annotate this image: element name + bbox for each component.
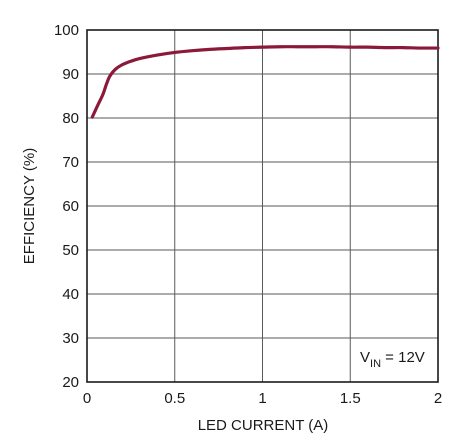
vin-annotation-rest: = 12V (381, 349, 425, 366)
y-tick-label: 70 (62, 154, 79, 171)
x-axis-title: LED CURRENT (A) (198, 417, 329, 434)
efficiency-series-line (90, 45, 440, 119)
x-tick-label: 0.5 (164, 390, 185, 407)
y-tick-label: 100 (54, 22, 79, 39)
x-tick-label: 1.5 (340, 390, 361, 407)
vin-annotation: VIN = 12V (360, 349, 425, 370)
vin-annotation-sub: IN (370, 358, 381, 370)
x-tick-label: 0 (83, 390, 91, 407)
y-tick-label: 80 (62, 110, 79, 127)
x-tick-labels: 0 0.5 1 1.5 2 (83, 390, 442, 407)
x-tick-label: 2 (434, 390, 442, 407)
y-tick-label: 30 (62, 330, 79, 347)
y-tick-label: 40 (62, 286, 79, 303)
y-tick-label: 20 (62, 374, 79, 391)
series (90, 45, 440, 119)
y-axis-title: EFFICIENCY (%) (21, 148, 38, 264)
vin-annotation-main: V (360, 349, 370, 366)
y-tick-labels: 20 30 40 50 60 70 80 90 100 (54, 22, 79, 391)
plot-frame (86, 29, 439, 383)
y-tick-label: 50 (62, 242, 79, 259)
y-tick-label: 90 (62, 66, 79, 83)
y-tick-label: 60 (62, 198, 79, 215)
x-tick-label: 1 (258, 390, 266, 407)
grid (86, 29, 439, 383)
